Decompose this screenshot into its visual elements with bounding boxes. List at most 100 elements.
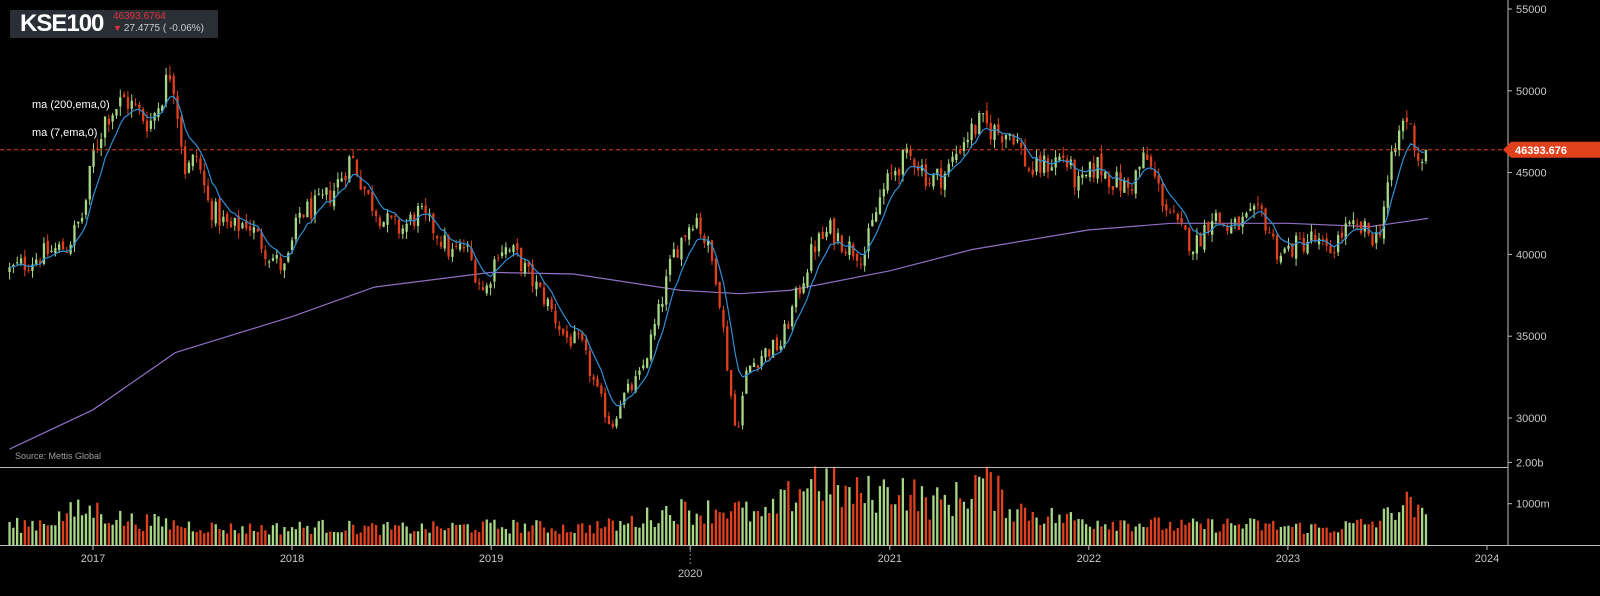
candle-body [966, 139, 969, 143]
volume-bar [344, 530, 347, 545]
candle-body [577, 333, 580, 335]
volume-bar [462, 524, 465, 545]
volume-bar [1035, 517, 1038, 545]
time-tick-label: 2019 [479, 553, 503, 565]
volume-bar [96, 502, 99, 545]
candle-body [298, 212, 301, 218]
volume-bar [546, 532, 549, 545]
volume-bar [554, 530, 557, 545]
volume-bar [672, 521, 675, 545]
candle-body [836, 233, 840, 242]
volume-bar [447, 528, 450, 545]
candle-body [649, 334, 653, 360]
volume-bar [443, 530, 446, 545]
candle-body [604, 392, 607, 418]
volume-bar [332, 532, 336, 545]
candle-body [1107, 174, 1111, 188]
candle-body [1039, 155, 1042, 173]
candle-body [791, 306, 794, 327]
volume-bar [474, 530, 477, 545]
candle-body [485, 285, 488, 294]
volume-bar [260, 525, 263, 545]
volume-bar [432, 521, 435, 545]
ma-200-layer [9, 217, 1429, 450]
volume-bar [23, 520, 26, 545]
candle-body [1279, 255, 1282, 263]
volume-bar [1218, 531, 1221, 545]
candle-body [520, 248, 523, 272]
volume-bar [405, 526, 408, 545]
candle-body [508, 250, 511, 252]
candle-body [436, 236, 439, 239]
candle-body [1275, 235, 1279, 260]
candle-body [737, 426, 740, 428]
volume-bar [1249, 518, 1252, 545]
candle-body [474, 260, 477, 283]
volume-bar [947, 504, 950, 545]
volume-bar [783, 489, 786, 545]
volume-bar [1329, 532, 1332, 545]
candle-body [184, 146, 187, 174]
volume-bar [1207, 518, 1210, 545]
candle-body [1241, 216, 1244, 227]
volume-bar [1291, 526, 1294, 545]
volume-bar [806, 488, 809, 545]
volume-bar [50, 525, 53, 545]
candle-body [878, 197, 882, 214]
volume-bar [84, 513, 88, 545]
candle-body [1249, 208, 1252, 211]
candle-body [897, 169, 901, 176]
candle-body [157, 108, 160, 118]
volume-bar [401, 522, 404, 545]
volume-bar [676, 524, 679, 545]
volume-bar [1325, 527, 1328, 545]
volume-bar [180, 526, 183, 545]
candle-body [924, 164, 927, 186]
candle-body [817, 233, 821, 252]
candle-body [1023, 144, 1027, 167]
candle-body [1310, 231, 1313, 241]
volume-bar [27, 526, 30, 545]
candle-body [111, 115, 114, 122]
volume-bar [199, 530, 202, 545]
candle-body [680, 238, 683, 260]
volume-bar [252, 531, 255, 545]
candle-body [1092, 163, 1095, 178]
candle-body [1371, 234, 1374, 246]
volume-bar [714, 509, 717, 545]
volume-bar [619, 521, 622, 545]
ma-7-legend-label[interactable]: ma (7,ema,0) [32, 127, 98, 139]
candle-body [943, 173, 946, 190]
volume-bar [951, 516, 954, 545]
candle-body [638, 370, 641, 375]
candle-body [779, 345, 782, 350]
candle-body [1081, 174, 1084, 178]
candle-body [875, 212, 878, 222]
volume-bar [264, 530, 267, 545]
candle-body [195, 155, 198, 158]
volume-bar [172, 520, 175, 545]
candle-body [581, 333, 584, 341]
candle-body [1413, 125, 1416, 151]
candle-body [306, 201, 309, 218]
candle-body [241, 223, 244, 229]
volume-bar [722, 512, 725, 545]
volume-bar [298, 521, 301, 545]
candle-body [214, 201, 217, 224]
candle-body [256, 229, 259, 232]
candle-body [730, 370, 733, 396]
volume-bar [46, 525, 49, 545]
candle-body [1226, 225, 1229, 231]
ma-200-legend-label[interactable]: ma (200,ema,0) [32, 99, 110, 111]
candle-body [168, 75, 172, 80]
candle-body [115, 109, 118, 116]
volume-bar [791, 511, 794, 545]
candle-body [558, 325, 561, 330]
volume-bar [1413, 517, 1416, 545]
candle-body [39, 260, 42, 264]
candle-body [512, 245, 515, 253]
volume-bar [283, 527, 286, 545]
candle-body [646, 358, 649, 368]
volume-bar [569, 531, 572, 545]
volume-bar [233, 530, 236, 545]
